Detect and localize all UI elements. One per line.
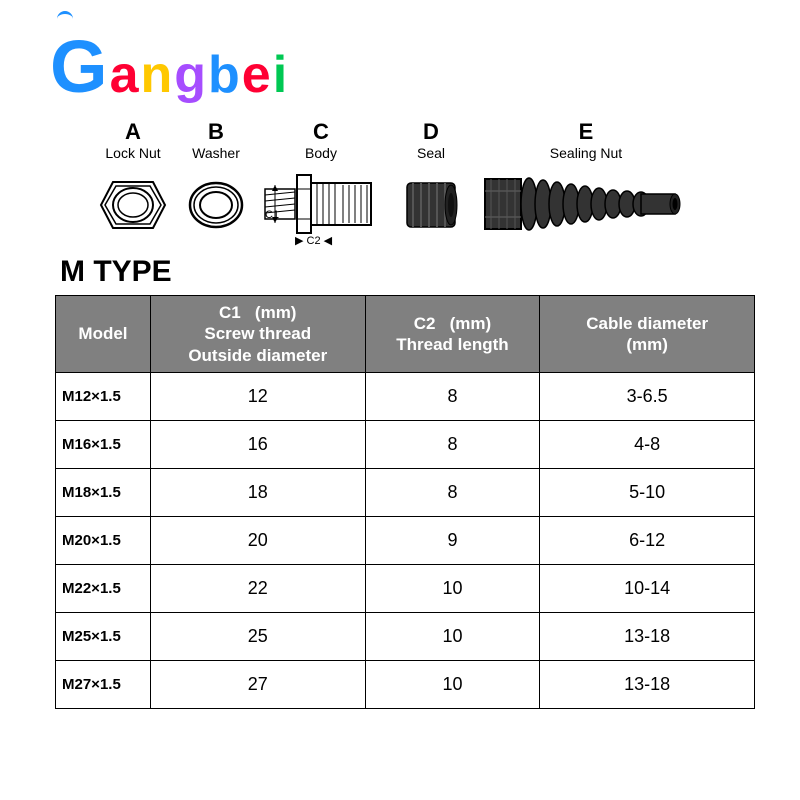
cell-cable: 10-14 — [540, 564, 755, 612]
body-icon: C1 ▶ C2 ◀ — [261, 165, 381, 245]
logo-hat-icon — [57, 11, 73, 19]
cell-cable: 13-18 — [540, 660, 755, 708]
cell-c2: 10 — [365, 612, 540, 660]
cell-c2: 8 — [365, 468, 540, 516]
cell-c1: 20 — [150, 516, 365, 564]
cell-c2: 10 — [365, 660, 540, 708]
sealingnut-icon — [481, 165, 691, 245]
col-cable: Cable diameter(mm) — [540, 296, 755, 373]
part-label: Lock Nut — [105, 145, 160, 161]
col-c1: C1 (mm)Screw threadOutside diameter — [150, 296, 365, 373]
cell-c2: 8 — [365, 372, 540, 420]
cell-cable: 4-8 — [540, 420, 755, 468]
cell-model: M20×1.5 — [56, 516, 151, 564]
part-label: Sealing Nut — [550, 145, 622, 161]
logo-letter-g: G — [50, 25, 110, 108]
c2-annotation: ▶ C2 ◀ — [295, 234, 332, 247]
seal-icon — [399, 165, 463, 245]
cell-c1: 22 — [150, 564, 365, 612]
logo-letter-g2: g — [174, 46, 208, 104]
part-letter: E — [579, 119, 594, 145]
cell-model: M27×1.5 — [56, 660, 151, 708]
part-locknut: A Lock Nut — [90, 119, 176, 245]
part-letter: B — [208, 119, 224, 145]
part-label: Body — [305, 145, 337, 161]
logo-letter-e: e — [242, 46, 273, 104]
section-title: M TYPE — [60, 255, 750, 289]
cell-model: M25×1.5 — [56, 612, 151, 660]
washer-icon — [187, 165, 245, 245]
table-row: M27×1.5271013-18 — [56, 660, 755, 708]
locknut-icon — [99, 165, 167, 245]
cell-model: M12×1.5 — [56, 372, 151, 420]
part-letter: A — [125, 119, 141, 145]
cell-c2: 9 — [365, 516, 540, 564]
table-row: M12×1.51283-6.5 — [56, 372, 755, 420]
logo-letter-a: a — [110, 49, 141, 101]
logo-letter-n: n — [140, 46, 174, 104]
cell-model: M22×1.5 — [56, 564, 151, 612]
cell-model: M18×1.5 — [56, 468, 151, 516]
cell-c1: 27 — [150, 660, 365, 708]
part-body: C Body — [256, 119, 386, 245]
exploded-diagram: A Lock Nut B Washer C Body — [90, 119, 750, 245]
cell-cable: 3-6.5 — [540, 372, 755, 420]
part-seal: D Seal — [386, 119, 476, 245]
cell-cable: 13-18 — [540, 612, 755, 660]
table-body: M12×1.51283-6.5M16×1.51684-8M18×1.51885-… — [56, 372, 755, 708]
table-row: M22×1.5221010-14 — [56, 564, 755, 612]
part-washer: B Washer — [176, 119, 256, 245]
table-row: M20×1.52096-12 — [56, 516, 755, 564]
table-row: M25×1.5251013-18 — [56, 612, 755, 660]
logo-letter-b: b — [208, 46, 242, 104]
part-sealingnut: E Sealing Nut — [476, 119, 696, 245]
logo-letter-i: i — [273, 46, 289, 104]
cell-c1: 16 — [150, 420, 365, 468]
part-letter: C — [313, 119, 329, 145]
cell-c1: 25 — [150, 612, 365, 660]
spec-table: Model C1 (mm)Screw threadOutside diamete… — [55, 295, 755, 709]
cell-model: M16×1.5 — [56, 420, 151, 468]
brand-logo: Gangbei — [50, 30, 750, 104]
table-row: M18×1.51885-10 — [56, 468, 755, 516]
table-header-row: Model C1 (mm)Screw threadOutside diamete… — [56, 296, 755, 373]
col-model: Model — [56, 296, 151, 373]
cell-c2: 8 — [365, 420, 540, 468]
part-label: Seal — [417, 145, 445, 161]
part-letter: D — [423, 119, 439, 145]
cell-cable: 6-12 — [540, 516, 755, 564]
col-c2: C2 (mm)Thread length — [365, 296, 540, 373]
cell-c2: 10 — [365, 564, 540, 612]
cell-cable: 5-10 — [540, 468, 755, 516]
part-label: Washer — [192, 145, 240, 161]
table-row: M16×1.51684-8 — [56, 420, 755, 468]
cell-c1: 18 — [150, 468, 365, 516]
c1-annotation: C1 — [265, 209, 279, 221]
cell-c1: 12 — [150, 372, 365, 420]
